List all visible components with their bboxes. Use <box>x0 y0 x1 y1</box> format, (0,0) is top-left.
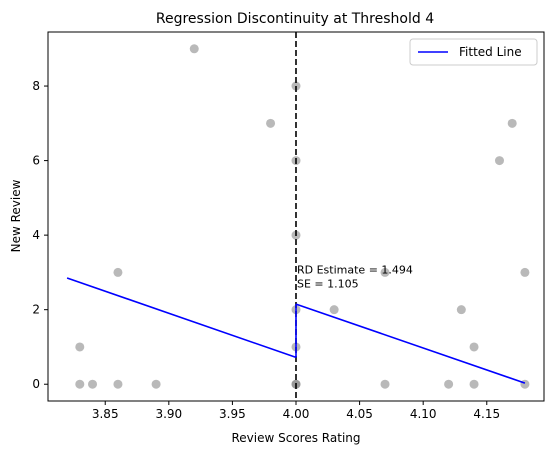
data-point <box>456 305 466 315</box>
data-point <box>469 342 479 352</box>
rd-estimate-text: RD Estimate = 1.494 <box>297 263 413 276</box>
data-point <box>75 342 85 352</box>
y-tick-label: 2 <box>32 303 40 317</box>
data-point <box>329 305 339 315</box>
data-point <box>469 379 479 389</box>
y-axis-label: New Review <box>9 179 23 252</box>
data-point <box>444 379 454 389</box>
data-point <box>494 156 504 166</box>
data-point <box>113 267 123 277</box>
legend-label: Fitted Line <box>459 45 522 59</box>
x-tick-label: 4.05 <box>346 407 373 421</box>
data-point <box>189 44 199 54</box>
x-tick-label: 4.00 <box>283 407 310 421</box>
y-tick-label: 6 <box>32 154 40 168</box>
y-tick-label: 8 <box>32 79 40 93</box>
x-tick-label: 3.95 <box>219 407 246 421</box>
data-point <box>266 118 276 128</box>
fitted-line-group <box>66 277 526 384</box>
data-point <box>507 118 517 128</box>
legend-box <box>409 38 538 66</box>
fitted-line-left <box>66 277 297 359</box>
x-tick-label: 4.10 <box>410 407 437 421</box>
x-tick-label: 4.15 <box>473 407 500 421</box>
x-tick-label: 3.90 <box>155 407 182 421</box>
data-point <box>520 267 530 277</box>
data-point <box>520 379 530 389</box>
data-point <box>151 379 161 389</box>
data-point <box>380 379 390 389</box>
x-axis-label: Review Scores Rating <box>232 431 361 445</box>
data-point <box>88 379 98 389</box>
y-axis: 0 2 4 6 8 <box>32 79 48 391</box>
rd-se-text: SE = 1.105 <box>297 277 359 290</box>
chart-title: Regression Discontinuity at Threshold 4 <box>156 11 434 27</box>
scatter-points <box>75 44 530 389</box>
fitted-line-right <box>295 303 526 384</box>
y-tick-label: 0 <box>32 377 40 391</box>
x-tick-label: 3.85 <box>92 407 119 421</box>
y-tick-label: 4 <box>32 228 40 242</box>
data-point <box>380 267 390 277</box>
data-point <box>75 379 85 389</box>
data-point <box>113 379 123 389</box>
x-axis: 3.85 3.90 3.95 4.00 4.05 4.10 4.15 <box>92 401 500 421</box>
legend: Fitted Line <box>409 38 538 66</box>
